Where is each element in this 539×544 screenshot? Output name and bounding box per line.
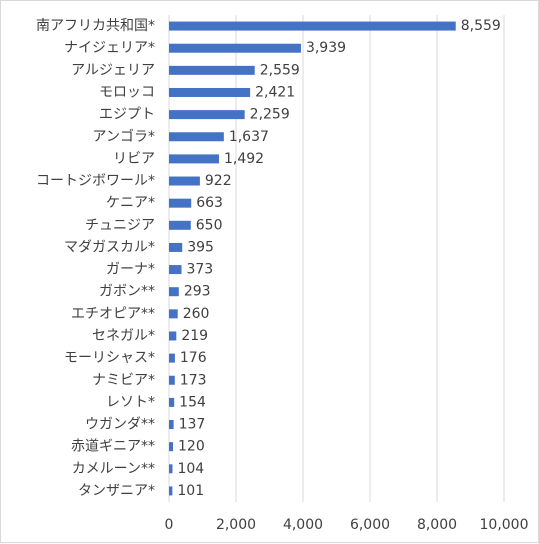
category-label: ガボン** <box>99 284 155 300</box>
bar <box>169 87 251 97</box>
bar <box>169 154 219 164</box>
data-label: 922 <box>205 173 232 189</box>
data-label: 663 <box>196 195 223 211</box>
category-label: セネガル* <box>92 328 155 344</box>
category-label: チュニジア <box>85 217 155 233</box>
data-label: 3,939 <box>306 40 346 56</box>
bar <box>169 43 301 53</box>
data-label: 373 <box>186 262 213 278</box>
data-label: 2,421 <box>255 84 295 100</box>
bar <box>169 198 192 208</box>
x-axis-ticks: 0 2,000 4,000 6,000 8,000 10,000 <box>165 517 529 533</box>
data-label: 101 <box>177 483 204 499</box>
category-label: リビア <box>113 151 155 167</box>
category-label: レソト* <box>106 394 155 410</box>
data-label: 8,559 <box>461 18 501 34</box>
data-label: 137 <box>179 417 206 433</box>
data-label: 154 <box>179 394 206 410</box>
bar <box>169 397 175 407</box>
bar <box>169 442 174 452</box>
category-label: ウガンダ** <box>85 417 155 433</box>
bar <box>169 110 245 120</box>
bar <box>169 176 200 186</box>
bar <box>169 65 255 75</box>
x-tick-label: 8,000 <box>417 517 457 533</box>
category-label: モロッコ <box>99 84 155 100</box>
data-label: 650 <box>196 217 223 233</box>
data-label: 104 <box>177 461 204 477</box>
bar <box>169 420 174 430</box>
bar <box>169 287 179 297</box>
data-label: 395 <box>187 239 214 255</box>
category-label: コートジボワール* <box>36 173 155 189</box>
bar <box>169 132 224 142</box>
data-label: 2,559 <box>260 62 300 78</box>
x-tick-label: 0 <box>165 517 174 533</box>
bar <box>169 464 173 474</box>
bar <box>169 375 175 385</box>
category-label: ガーナ* <box>106 262 155 278</box>
data-label: 2,259 <box>250 107 290 123</box>
category-label: マダガスカル* <box>64 239 155 255</box>
category-label: エチオピア** <box>71 306 155 322</box>
bar <box>169 242 183 252</box>
data-label: 219 <box>181 328 208 344</box>
category-label: ナイジェリア* <box>64 40 155 56</box>
data-label: 260 <box>183 306 210 322</box>
bars <box>169 21 456 496</box>
x-tick-label: 4,000 <box>283 517 323 533</box>
bar <box>169 309 178 319</box>
data-label: 1,492 <box>224 151 264 167</box>
bar <box>169 265 182 275</box>
bar <box>169 486 173 496</box>
bar <box>169 21 456 31</box>
bar <box>169 220 191 230</box>
x-tick-label: 2,000 <box>216 517 256 533</box>
category-label: アルジェリア <box>71 62 155 78</box>
category-label: 赤道ギニア** <box>71 439 155 455</box>
data-label: 176 <box>180 350 207 366</box>
category-label: タンザニア* <box>78 483 155 499</box>
category-label: 南アフリカ共和国* <box>36 18 155 34</box>
category-label: アンゴラ* <box>93 128 155 145</box>
category-label: エジプト <box>99 107 155 123</box>
category-label: ナミビア* <box>92 372 155 388</box>
category-label: ケニア* <box>106 195 155 211</box>
data-label: 120 <box>178 439 205 455</box>
data-label: 1,637 <box>229 129 269 145</box>
bar <box>169 353 175 363</box>
category-label: モーリシャス* <box>64 350 155 366</box>
x-tick-label: 6,000 <box>350 517 390 533</box>
data-label: 293 <box>184 284 211 300</box>
data-labels: 8,559 3,939 2,559 2,421 2,259 1,637 1,492 922 66… <box>177 18 500 499</box>
data-label: 173 <box>180 372 207 388</box>
bar <box>169 331 177 341</box>
x-tick-label: 10,000 <box>480 517 529 533</box>
category-label: カメルーン** <box>72 461 155 477</box>
